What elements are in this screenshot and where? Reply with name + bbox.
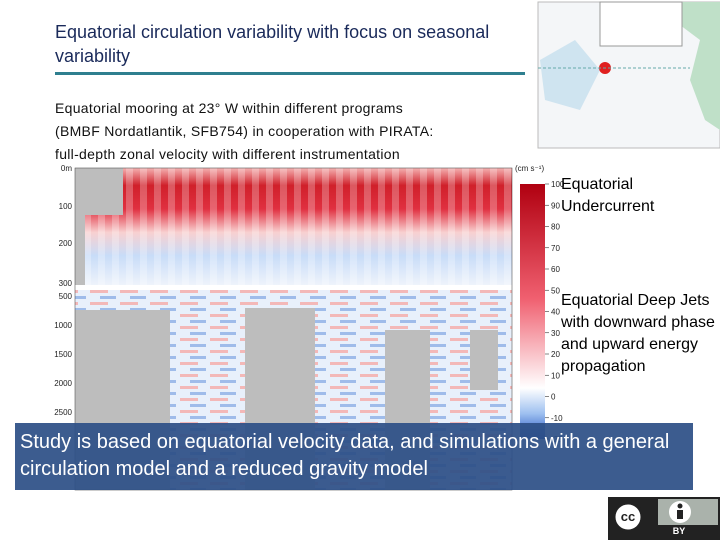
slide-title: Equatorial circulation variability with … [55,22,490,66]
depth-label: 1000 [54,321,72,330]
colorbar-label: 20 [551,350,560,359]
description: Equatorial mooring at 23° W within diffe… [55,97,434,166]
data-gap [470,330,498,390]
map-water [540,40,600,110]
license-label: BY [672,526,686,536]
colorbar-label: 50 [551,286,560,295]
annotation: Equatorial Undercurrent [561,176,655,215]
colorbar-label: -10 [551,414,563,423]
colorbar-label: 80 [551,223,560,232]
data-gap [75,168,85,285]
license-badge: cc [608,497,720,540]
colorbar-label: 10 [551,371,560,380]
depth-label: 2500 [54,408,72,417]
depth-label: 1500 [54,350,72,359]
depth-label: 500 [59,292,73,301]
banner-text: Study is based on equatorial velocity da… [20,431,670,480]
depth-label: 2000 [54,379,72,388]
colorbar-unit: (cm s⁻¹) [515,164,544,173]
license-icons: cc [612,499,718,539]
colorbar [520,184,545,439]
upper-texture [75,168,512,285]
depth-label: 200 [59,239,73,248]
description-line: Equatorial mooring at 23° W within diffe… [55,100,404,116]
colorbar-label: 0 [551,393,556,402]
annotation: Equatorial Deep Jets with downward phase… [561,292,715,375]
map-land [650,2,720,130]
banner [15,423,693,490]
svg-text:cc: cc [621,509,635,524]
plot-frame [74,167,513,491]
title-rule [55,72,525,75]
depth-label: 300 [59,279,73,288]
depth-label: 0m [61,164,72,173]
depth-label: 100 [59,202,73,211]
colorbar-label: 70 [551,244,560,253]
map-legend [599,1,683,47]
description-line: (BMBF Nordatlantik, SFB754) in cooperati… [55,123,434,139]
description-line: full-depth zonal velocity with different… [55,146,400,162]
colorbar-label: 90 [551,201,560,210]
colorbar-label: 40 [551,308,560,317]
colorbar-label: 30 [551,329,560,338]
colorbar-label: 60 [551,265,560,274]
colorbar-label: 100 [551,180,565,189]
